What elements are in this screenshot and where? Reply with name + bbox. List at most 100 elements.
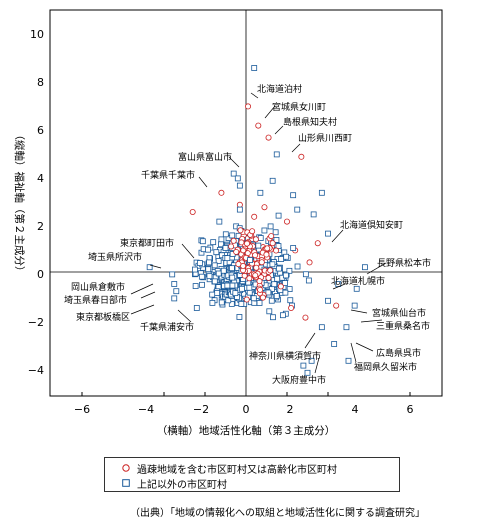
annotation-label: 北海道泊村 — [257, 83, 302, 95]
data-point — [198, 273, 205, 280]
series-1-point — [169, 271, 176, 278]
data-point — [287, 297, 294, 304]
data-point — [218, 241, 224, 248]
legend-label: 上記以外の市区町村 — [137, 479, 227, 491]
data-point — [213, 249, 220, 256]
data-point — [282, 289, 289, 296]
series-0-point — [288, 304, 295, 311]
data-point — [229, 282, 236, 289]
series-0-point — [230, 237, 237, 244]
series-1-point — [269, 177, 276, 184]
data-point — [218, 236, 225, 243]
data-point — [199, 238, 206, 245]
data-point — [209, 299, 216, 306]
data-point — [211, 278, 218, 285]
series-1-point — [236, 206, 243, 213]
annotation-label: 北海道札幌市 — [331, 275, 385, 287]
data-point — [264, 245, 271, 252]
annotation-label: 東京都町田市 — [120, 237, 174, 249]
annotation-label: 山形県川西町 — [298, 132, 352, 144]
data-point — [261, 227, 268, 234]
annotation-label: 宮城県女川町 — [272, 101, 326, 113]
y-tick-label: 8 — [37, 76, 44, 89]
legend-label: 過疎地域を含む市区町村又は高齢化市区町村 — [137, 464, 337, 476]
series-1-point — [345, 357, 352, 364]
data-point — [305, 277, 312, 284]
data-point — [225, 297, 232, 304]
annotation-label: 岡山県倉敷市 — [71, 281, 125, 293]
series-0-point — [306, 259, 313, 266]
x-tick-label: −6 — [74, 403, 90, 416]
series-1-point — [171, 281, 178, 287]
data-point — [235, 261, 242, 268]
data-point — [272, 229, 279, 236]
annotation-label: 千葉県浦安市 — [140, 321, 194, 333]
data-point — [224, 255, 231, 262]
data-point — [274, 275, 281, 282]
series-1-point — [353, 285, 360, 292]
series-1-point — [308, 357, 315, 364]
data-point — [256, 300, 263, 306]
data-point — [263, 251, 270, 258]
series-0-point — [302, 314, 309, 321]
series-0-point — [255, 122, 262, 129]
data-point — [222, 231, 229, 238]
data-point — [276, 265, 282, 272]
series-1-point — [216, 218, 223, 225]
x-tick-label: −2 — [193, 403, 209, 416]
series-0-point — [245, 103, 252, 110]
annotation-label: 埼玉県春日部市 — [64, 294, 127, 306]
series-0-point — [218, 189, 225, 196]
series-1-point — [193, 305, 200, 311]
data-point — [256, 278, 263, 285]
series-1-point — [304, 369, 311, 376]
series-1-point — [331, 341, 338, 347]
series-1-point — [351, 302, 358, 309]
data-point — [210, 239, 217, 246]
data-point — [282, 272, 289, 279]
series-1-point — [343, 324, 350, 331]
series-1-point — [236, 182, 243, 189]
data-point — [286, 286, 293, 293]
series-1-point — [279, 312, 286, 319]
y-tick-label: 6 — [37, 124, 44, 137]
y-tick-label: 0 — [37, 268, 44, 281]
data-point — [238, 239, 245, 246]
data-point — [239, 285, 245, 292]
data-point — [265, 274, 272, 281]
data-point — [286, 267, 293, 274]
annotation-label: 北海道倶知安町 — [340, 219, 403, 231]
data-point — [236, 314, 243, 320]
data-point — [269, 261, 276, 268]
x-tick-label: 2 — [287, 403, 294, 416]
series-1-point — [206, 259, 213, 266]
series-0-point — [249, 228, 256, 235]
data-point — [271, 281, 278, 288]
data-point — [205, 266, 212, 273]
data-point — [229, 274, 236, 281]
series-1-point — [325, 230, 331, 237]
annotation-label: 島根県知夫村 — [283, 116, 337, 128]
annotation-label: 長野県松本市 — [377, 257, 431, 269]
series-1-point — [318, 189, 325, 196]
data-point — [258, 259, 265, 266]
data-point — [266, 308, 273, 315]
x-tick-label: 4 — [352, 403, 359, 416]
x-axis-title: （横軸）地域活性化軸（第３主成分） — [157, 424, 336, 437]
data-point — [302, 271, 309, 278]
data-point — [229, 265, 235, 272]
series-1-point — [267, 223, 274, 230]
data-point — [265, 289, 272, 296]
x-tick-label: 0 — [243, 403, 250, 416]
data-point — [199, 281, 205, 288]
x-tick-label: −4 — [138, 403, 154, 416]
annotation-label: 大阪府豊中市 — [272, 374, 326, 386]
series-1-point — [273, 151, 280, 158]
data-point — [252, 236, 259, 243]
annotation-label: 富山県富山市 — [178, 151, 232, 163]
series-1-point — [294, 206, 301, 213]
data-point — [228, 300, 235, 307]
data-point — [243, 296, 250, 303]
series-0-point — [236, 201, 243, 208]
series-1-point — [290, 192, 297, 199]
